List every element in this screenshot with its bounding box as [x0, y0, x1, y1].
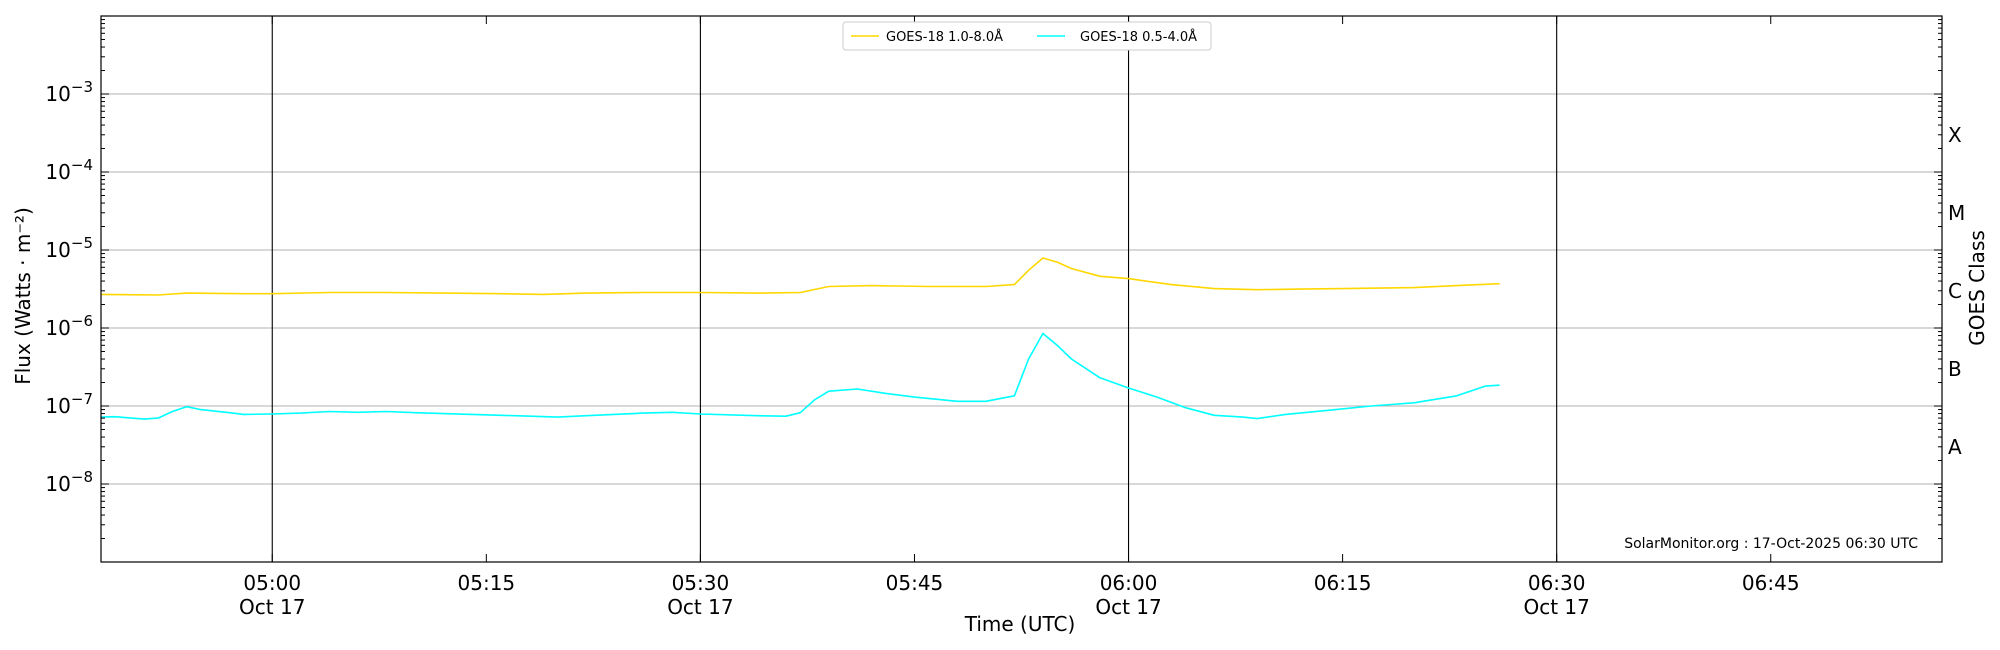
y-tick-label: 10−5 [45, 234, 93, 262]
y-tick-label: 10−8 [45, 468, 93, 496]
series-line-goes18-short [100, 332, 1500, 420]
x-tick-date-label: Oct 17 [1095, 595, 1161, 619]
legend-entry-goes18-long: GOES-18 1.0-8.0Å [886, 29, 1003, 45]
x-tick-label: 06:30 [1528, 571, 1586, 595]
legend: GOES-18 1.0-8.0Å GOES-18 0.5-4.0Å [842, 21, 1212, 51]
y-tick-label: 10−6 [45, 312, 93, 340]
plot-frame [100, 15, 1943, 563]
x-tick-label: 06:15 [1314, 571, 1372, 595]
x-tick-label: 05:15 [458, 571, 516, 595]
x-tick-label: 05:30 [672, 571, 730, 595]
x-axis-label: Time (UTC) [964, 612, 1076, 636]
goes-class-label: M [1948, 201, 1965, 225]
y-tick-label: 10−7 [45, 390, 93, 418]
series-lines [100, 257, 1500, 420]
goes-class-label: X [1948, 123, 1962, 147]
x-tick-date-label: Oct 17 [667, 595, 733, 619]
legend-box [842, 21, 1212, 51]
goes-class-label: B [1948, 357, 1962, 381]
y-tick-label: 10−3 [45, 78, 93, 106]
y-axis-label: Flux (Watts · m⁻²) [11, 207, 35, 385]
goes-class-label: C [1948, 279, 1962, 303]
source-annotation: SolarMonitor.org : 17-Oct-2025 06:30 UTC [1624, 536, 1918, 552]
x-tick-date-label: Oct 17 [1523, 595, 1589, 619]
axes [100, 15, 1943, 563]
goes-class-labels: A B C M X [1948, 123, 1965, 459]
y-tick-labels: 10−8 10−7 10−6 10−5 10−4 10−3 [45, 78, 93, 496]
series-line-goes18-long [100, 257, 1500, 296]
x-tick-label: 05:00 [243, 571, 301, 595]
x-tick-label: 06:45 [1742, 571, 1800, 595]
x-tick-label: 06:00 [1100, 571, 1158, 595]
goes-class-label: A [1948, 435, 1962, 459]
grid-lines [101, 16, 1942, 562]
x-tick-date-label: Oct 17 [239, 595, 305, 619]
x-tick-label: 05:45 [886, 571, 944, 595]
axis-ticks [101, 16, 1942, 563]
legend-entry-goes18-short: GOES-18 0.5-4.0Å [1080, 29, 1197, 45]
y-tick-label: 10−4 [45, 156, 93, 184]
y2-axis-label: GOES Class [1965, 230, 1989, 346]
